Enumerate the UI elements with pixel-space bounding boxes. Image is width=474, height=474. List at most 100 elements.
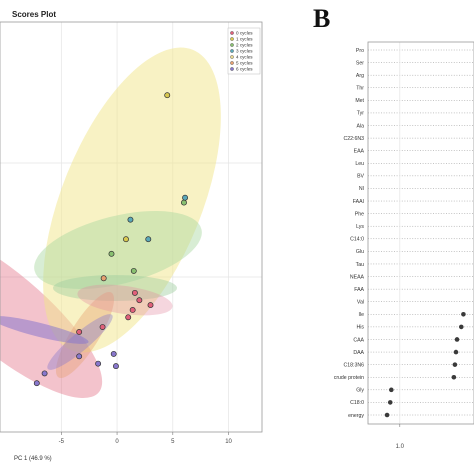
lollipop-point	[387, 400, 393, 405]
category-label: Ala	[357, 123, 365, 129]
category-label: C18:3N6	[344, 362, 365, 368]
lollipop-point	[458, 324, 464, 330]
category-label: C14:0	[350, 237, 364, 243]
legend-marker	[230, 37, 234, 41]
ellipse-4-cycles	[43, 47, 221, 353]
score-point	[33, 380, 40, 387]
category-label: Glu	[356, 249, 364, 255]
legend-label: 5 cycles	[236, 61, 253, 66]
score-point	[100, 275, 107, 282]
legend-marker	[230, 49, 234, 53]
x-tick-label: 1.0	[396, 444, 405, 450]
ellipse-2-cycles	[34, 210, 202, 290]
category-label: C22:6N3	[344, 136, 365, 142]
legend-marker	[230, 55, 234, 59]
score-point	[147, 302, 154, 309]
category-label: NI	[359, 186, 364, 192]
score-point	[112, 363, 119, 370]
category-label: Lys	[356, 224, 364, 230]
x-tick-label: 10	[225, 439, 232, 445]
x-tick-label: -5	[59, 439, 65, 445]
lollipop-x-axis: 1.0	[396, 424, 405, 450]
category-label: Ser	[356, 60, 364, 66]
score-points	[33, 92, 189, 387]
lollipop-category-labels: Pro Ser Arg Thr Met Tyr Ala C22:6N3 EAA Leu BV NI FA…	[334, 48, 365, 419]
legend-marker	[230, 61, 234, 65]
lollipop-point	[389, 387, 394, 393]
score-point	[130, 267, 137, 274]
category-label: energy	[348, 413, 364, 419]
category-label: NEAA	[350, 274, 365, 280]
scores-plot-frame	[0, 21, 263, 433]
score-point	[131, 289, 138, 296]
score-point	[108, 250, 115, 257]
category-label: CAA	[353, 337, 364, 343]
category-label: BV	[357, 174, 364, 180]
legend-marker	[230, 31, 234, 35]
score-point	[41, 370, 48, 377]
score-point	[125, 314, 132, 321]
scores-x-axis-label: PC 1 (46.9 %)	[14, 456, 52, 462]
category-label: Ile	[359, 312, 365, 318]
category-label: Met	[355, 98, 364, 104]
ellipse-1-cycles	[77, 284, 173, 316]
category-label: FAA	[354, 287, 364, 293]
category-label: Leu	[355, 161, 364, 167]
score-point	[136, 297, 143, 304]
x-tick-label: 0	[115, 439, 119, 445]
ellipse-6-cycles	[0, 316, 89, 344]
legend-label: 6 cycles	[236, 67, 253, 72]
score-point	[129, 307, 136, 313]
lollipop-point	[461, 312, 466, 317]
panel-letter: B	[313, 4, 330, 33]
legend-label: 1 cycles	[236, 37, 253, 42]
ellipse-3-cycles	[53, 275, 177, 301]
score-point	[99, 324, 106, 331]
lollipop-point	[451, 374, 457, 380]
legend-label: 0 cycles	[236, 31, 253, 36]
x-tick-label: 5	[171, 439, 175, 445]
category-label: C18:0	[350, 400, 364, 406]
scores-x-axis: -5 0 5 10	[59, 432, 233, 445]
score-point	[145, 236, 152, 243]
legend-label: 3 cycles	[236, 49, 253, 54]
scores-plot-title: Scores Plot	[12, 10, 56, 19]
lollipop-point	[452, 362, 458, 367]
category-label: Tyr	[357, 111, 364, 117]
lollipop-point	[454, 337, 460, 342]
score-point	[110, 350, 117, 357]
category-label: FAAI	[353, 199, 364, 205]
category-label: Pro	[356, 48, 364, 54]
score-point	[164, 92, 171, 99]
lollipop-gridlines	[368, 42, 474, 424]
category-label: Gly	[356, 388, 364, 394]
category-label: Arg	[356, 73, 364, 79]
category-label: Tau	[356, 262, 364, 268]
panel-b: B Pro Ser Arg Thr Met Tyr Ala C22:6N3 EAA Leu BV NI…	[313, 4, 474, 450]
ellipse-0-cycles	[0, 226, 103, 398]
legend-label: 4 cycles	[236, 55, 253, 60]
legend-marker	[230, 67, 234, 71]
score-point	[182, 194, 189, 201]
category-label: EAA	[354, 148, 365, 154]
score-point	[181, 199, 187, 206]
lollipop-point	[453, 349, 459, 355]
ellipse-6b-cycles	[47, 314, 113, 370]
legend-label: 2 cycles	[236, 43, 253, 48]
category-label: Val	[357, 300, 364, 306]
confidence-ellipses	[0, 47, 221, 398]
category-label: crude protein	[334, 375, 364, 381]
score-point	[127, 216, 134, 223]
score-point	[123, 236, 129, 243]
score-point	[95, 360, 102, 367]
legend-marker	[230, 43, 234, 47]
category-label: His	[357, 325, 365, 331]
lollipop-plot-frame	[367, 41, 474, 425]
category-label: DAA	[353, 350, 364, 356]
lollipop-point	[384, 412, 390, 418]
category-label: Thr	[356, 86, 364, 92]
score-point	[76, 328, 83, 335]
